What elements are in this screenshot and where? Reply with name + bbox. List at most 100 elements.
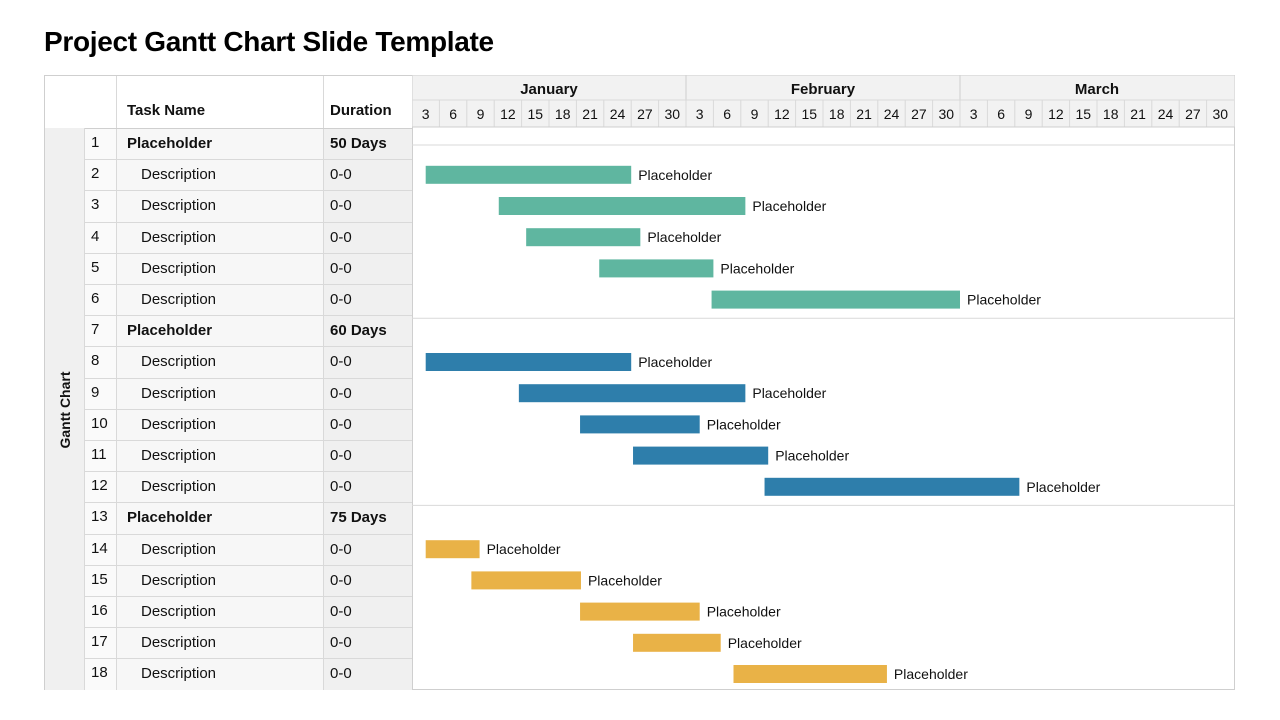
row-number: 12 xyxy=(91,477,108,495)
gantt-bar-label: Placeholder xyxy=(752,198,826,214)
day-tick-label: 21 xyxy=(856,106,872,122)
task-name-column-bg xyxy=(116,76,323,690)
group-task-name: Placeholder xyxy=(127,135,213,152)
task-description: Description xyxy=(141,384,217,402)
task-description: Description xyxy=(141,665,217,683)
row-divider xyxy=(85,533,413,535)
gantt-bar-label: Placeholder xyxy=(638,167,712,183)
row-divider xyxy=(85,408,413,410)
day-tick-label: 6 xyxy=(449,106,457,122)
gantt-bar-label: Placeholder xyxy=(707,604,781,620)
gantt-bar xyxy=(471,571,581,590)
task-duration: 0-0 xyxy=(330,353,352,371)
gantt-bar xyxy=(425,353,632,371)
task-duration: 60 Days xyxy=(330,322,387,340)
day-tick-label: 12 xyxy=(500,106,516,122)
day-tick-label: 9 xyxy=(1025,106,1033,122)
row-number: 15 xyxy=(91,570,108,588)
task-table: Task Name Duration Gantt Chart 1 Placehol… xyxy=(44,75,413,690)
task-description: Description xyxy=(141,415,217,433)
task-duration: 0-0 xyxy=(330,415,352,433)
row-number: 13 xyxy=(91,508,108,526)
gantt-chart: January February March 3 6 9 12 15 18 21 24 27 30 3 6 9… xyxy=(412,75,1235,690)
task-duration: 50 Days xyxy=(330,135,387,152)
gantt-bar xyxy=(633,446,769,465)
row-divider xyxy=(85,440,413,441)
row-number: 18 xyxy=(91,664,108,682)
row-number: 4 xyxy=(91,227,100,245)
task-duration: 0-0 xyxy=(330,603,352,620)
day-tick-label: 3 xyxy=(970,106,978,122)
gantt-bar-label: Placeholder xyxy=(728,635,802,651)
group-task-name: Placeholder xyxy=(127,509,213,527)
day-tick-label: 12 xyxy=(774,106,790,122)
task-description: Description xyxy=(141,228,217,246)
row-divider xyxy=(85,315,413,317)
task-duration: 0-0 xyxy=(330,197,352,215)
day-tick-label: 27 xyxy=(637,106,653,122)
task-duration: 0-0 xyxy=(330,228,352,246)
day-tick-label: 30 xyxy=(1213,106,1229,122)
gantt-bar-label: Placeholder xyxy=(638,354,712,370)
group-task-name: Placeholder xyxy=(127,322,213,340)
day-tick-label: 24 xyxy=(610,106,626,122)
gantt-bar xyxy=(526,228,641,247)
row-divider xyxy=(85,564,413,566)
gantt-bar-label: Placeholder xyxy=(720,260,794,276)
task-description: Description xyxy=(141,166,217,184)
row-divider xyxy=(85,471,413,473)
day-tick-label: 30 xyxy=(939,106,955,122)
task-duration: 0-0 xyxy=(330,571,352,589)
month-label: March xyxy=(1075,81,1119,98)
task-description: Description xyxy=(141,353,217,371)
gantt-bar xyxy=(425,540,480,559)
day-tick-label: 30 xyxy=(665,106,681,122)
task-description: Description xyxy=(141,540,217,558)
task-duration: 0-0 xyxy=(330,478,352,496)
row-number: 9 xyxy=(91,383,100,401)
day-tick-label: 24 xyxy=(884,106,900,122)
gantt-bar xyxy=(498,197,746,215)
gantt-chart-svg: January February March 3 6 9 12 15 18 21 24 27 30 3 6 9… xyxy=(412,75,1235,690)
task-description: Description xyxy=(141,291,217,308)
row-divider xyxy=(85,658,413,660)
task-description: Description xyxy=(141,634,217,652)
task-description: Description xyxy=(141,603,217,620)
task-duration: 0-0 xyxy=(330,384,352,402)
day-tick-label: 12 xyxy=(1048,106,1064,122)
row-divider xyxy=(85,221,413,223)
row-divider xyxy=(85,252,413,254)
gantt-bar xyxy=(633,633,721,652)
row-divider xyxy=(85,377,413,379)
duration-column-bg xyxy=(323,76,413,690)
day-tick-label: 24 xyxy=(1158,106,1174,122)
gantt-bar-label: Placeholder xyxy=(775,448,849,464)
gantt-bar xyxy=(764,477,1020,496)
day-tick-label: 18 xyxy=(555,106,571,122)
gantt-bar xyxy=(711,290,960,309)
day-tick-label: 6 xyxy=(723,106,731,122)
month-label: February xyxy=(791,81,856,98)
row-number: 14 xyxy=(91,539,108,557)
header-row-bg xyxy=(116,76,413,128)
task-name-header: Task Name xyxy=(127,102,206,119)
gantt-bar-label: Placeholder xyxy=(647,229,721,245)
day-tick-label: 18 xyxy=(1103,106,1119,122)
row-divider xyxy=(85,502,413,504)
gantt-bar xyxy=(518,384,746,403)
gantt-bar xyxy=(580,415,700,434)
row-number: 6 xyxy=(91,290,100,307)
header-divider xyxy=(45,128,413,129)
row-number: 1 xyxy=(91,134,100,151)
row-divider xyxy=(85,190,413,192)
row-number: 11 xyxy=(91,446,107,463)
day-tick-label: 21 xyxy=(582,106,598,122)
day-tick-label: 27 xyxy=(911,106,927,122)
task-duration: 0-0 xyxy=(330,166,352,184)
day-tick-label: 9 xyxy=(477,106,485,122)
day-tick-label: 15 xyxy=(802,106,818,122)
row-number: 3 xyxy=(91,196,100,214)
gantt-bar xyxy=(599,259,714,278)
task-duration: 0-0 xyxy=(330,540,352,558)
row-number: 7 xyxy=(91,321,100,339)
